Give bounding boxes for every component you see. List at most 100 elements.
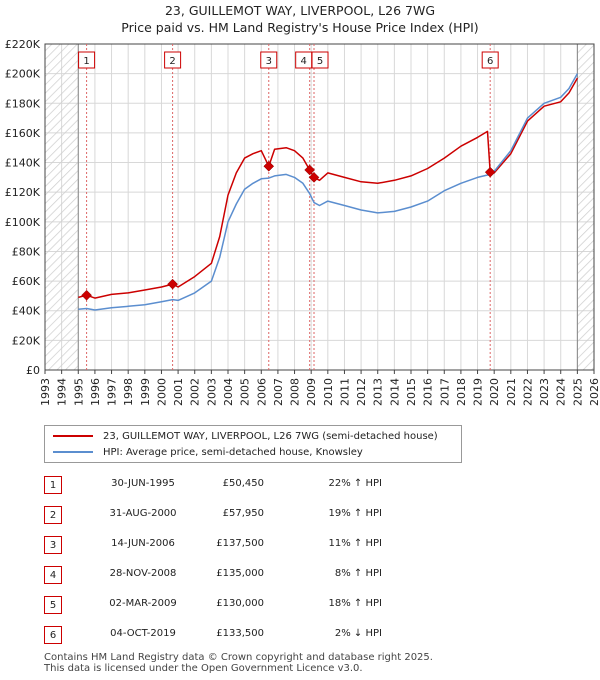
y-tick-label: £20K (12, 334, 41, 347)
hatched-region-before (45, 44, 79, 370)
sale-number-label: 1 (83, 56, 89, 67)
legend-swatch-hpi (53, 451, 93, 453)
sale-row: 3 14-JUN-2006 £137,500 11% ↑ HPI (44, 536, 444, 554)
x-tick-label: 2016 (422, 378, 435, 406)
sale-price: £135,000 (216, 568, 264, 579)
legend-label-property: 23, GUILLEMOT WAY, LIVERPOOL, L26 7WG (s… (103, 430, 438, 442)
y-tick-label: £160K (5, 127, 41, 140)
sale-number-label: 6 (487, 56, 493, 67)
x-tick-label: 2019 (472, 378, 485, 406)
x-tick-label: 2013 (372, 378, 385, 406)
chart-title: 23, GUILLEMOT WAY, LIVERPOOL, L26 7WG Pr… (0, 2, 600, 36)
sale-number-box (481, 51, 499, 69)
x-tick-label: 2005 (239, 378, 252, 406)
sale-date: 28-NOV-2008 (109, 568, 177, 579)
sale-number-box (164, 51, 182, 69)
sale-hpi-diff: 22% ↑ HPI (328, 478, 382, 489)
x-tick-label: 2007 (272, 378, 285, 406)
sale-hpi-diff: 19% ↑ HPI (328, 508, 382, 519)
sale-number-label: 2 (169, 56, 175, 67)
legend-entry-property: 23, GUILLEMOT WAY, LIVERPOOL, L26 7WG (s… (53, 428, 438, 444)
y-tick-label: £180K (5, 97, 41, 110)
plot-background (45, 44, 594, 370)
footer-line-2: This data is licensed under the Open Gov… (44, 663, 363, 674)
x-tick-label: 2018 (455, 378, 468, 406)
sale-point (308, 172, 320, 183)
x-tick-label: 2010 (322, 378, 335, 406)
sale-row: 1 30-JUN-1995 £50,450 22% ↑ HPI (44, 476, 444, 494)
sale-row: 5 02-MAR-2009 £130,000 18% ↑ HPI (44, 596, 444, 614)
sale-hpi-diff: 11% ↑ HPI (328, 538, 382, 549)
sale-badge: 4 (44, 566, 62, 584)
y-tick-label: £80K (12, 245, 41, 258)
sale-badge: 3 (44, 536, 62, 554)
sale-badge: 6 (44, 626, 62, 644)
x-tick-label: 2011 (338, 378, 351, 406)
sale-point (263, 160, 275, 172)
x-tick-label: 2009 (305, 378, 318, 406)
plot-border (44, 43, 595, 371)
sale-badge: 5 (44, 596, 62, 614)
x-tick-label: 2000 (155, 378, 168, 406)
sale-price: £130,000 (216, 598, 264, 609)
legend-label-hpi: HPI: Average price, semi-detached house,… (103, 446, 363, 458)
x-tick-label: 2017 (438, 378, 451, 406)
footer-line-1: Contains HM Land Registry data © Crown c… (44, 652, 433, 663)
y-tick-label: £220K (5, 38, 41, 51)
sale-date: 30-JUN-1995 (111, 478, 175, 489)
x-tick-label: 1999 (139, 378, 152, 406)
hatched-region-after (577, 44, 594, 370)
sale-hpi-diff: 8% ↑ HPI (334, 568, 382, 579)
x-tick-label: 2021 (505, 378, 518, 406)
x-tick-label: 2014 (388, 378, 401, 406)
y-tick-label: £0 (26, 364, 40, 377)
sale-number-box (78, 51, 96, 69)
y-tick-label: £40K (12, 305, 41, 318)
legend-entry-hpi: HPI: Average price, semi-detached house,… (53, 444, 363, 460)
sale-row: 2 31-AUG-2000 £57,950 19% ↑ HPI (44, 506, 444, 524)
sale-point (304, 164, 316, 176)
price-chart: £0 £20K £40K £60K £80K £100K £120K £140K £160K £1… (5, 38, 600, 406)
x-tick-label: 1997 (106, 378, 119, 406)
y-tick-label: £60K (12, 275, 41, 288)
x-tick-label: 2015 (405, 378, 418, 406)
sale-point (81, 289, 92, 301)
sale-badge: 2 (44, 506, 62, 524)
x-tick-label: 2012 (355, 378, 368, 406)
y-tick-label: £100K (5, 216, 41, 229)
footer-notice: Contains HM Land Registry data © Crown c… (44, 652, 433, 674)
legend-swatch-property (53, 435, 93, 437)
sale-price: £133,500 (216, 628, 264, 639)
x-tick-label: 2022 (521, 378, 534, 406)
sale-row: 6 04-OCT-2019 £133,500 2% ↓ HPI (44, 626, 444, 644)
sale-price: £50,450 (222, 478, 264, 489)
x-tick-label: 2008 (289, 378, 302, 406)
sale-number-label: 4 (300, 56, 306, 67)
y-tick-label: £140K (5, 157, 41, 170)
x-tick-label: 1998 (122, 378, 135, 406)
sale-price: £137,500 (216, 538, 264, 549)
y-tick-label: £200K (5, 68, 41, 81)
sale-hpi-diff: 2% ↓ HPI (334, 628, 382, 639)
sale-number-label: 3 (266, 56, 272, 67)
x-tick-label: 2004 (222, 378, 235, 406)
sale-number-label: 5 (317, 56, 323, 67)
x-tick-label: 1996 (89, 378, 102, 406)
sale-hpi-diff: 18% ↑ HPI (328, 598, 382, 609)
x-tick-label: 2001 (172, 378, 185, 406)
sale-point (484, 166, 496, 178)
y-tick-label: £120K (5, 186, 41, 199)
x-tick-label: 2002 (189, 378, 202, 406)
sale-price: £57,950 (222, 508, 264, 519)
x-tick-label: 2026 (588, 378, 600, 406)
x-tick-label: 1993 (39, 378, 52, 406)
sale-date: 02-MAR-2009 (109, 598, 177, 609)
sale-row: 4 28-NOV-2008 £135,000 8% ↑ HPI (44, 566, 444, 584)
sale-number-box (311, 51, 329, 69)
x-tick-label: 2025 (571, 378, 584, 406)
x-tick-label: 2020 (488, 378, 501, 406)
sale-point (167, 278, 178, 290)
sale-date: 14-JUN-2006 (111, 538, 175, 549)
x-tick-label: 2024 (555, 378, 568, 406)
x-tick-label: 2003 (205, 378, 218, 406)
